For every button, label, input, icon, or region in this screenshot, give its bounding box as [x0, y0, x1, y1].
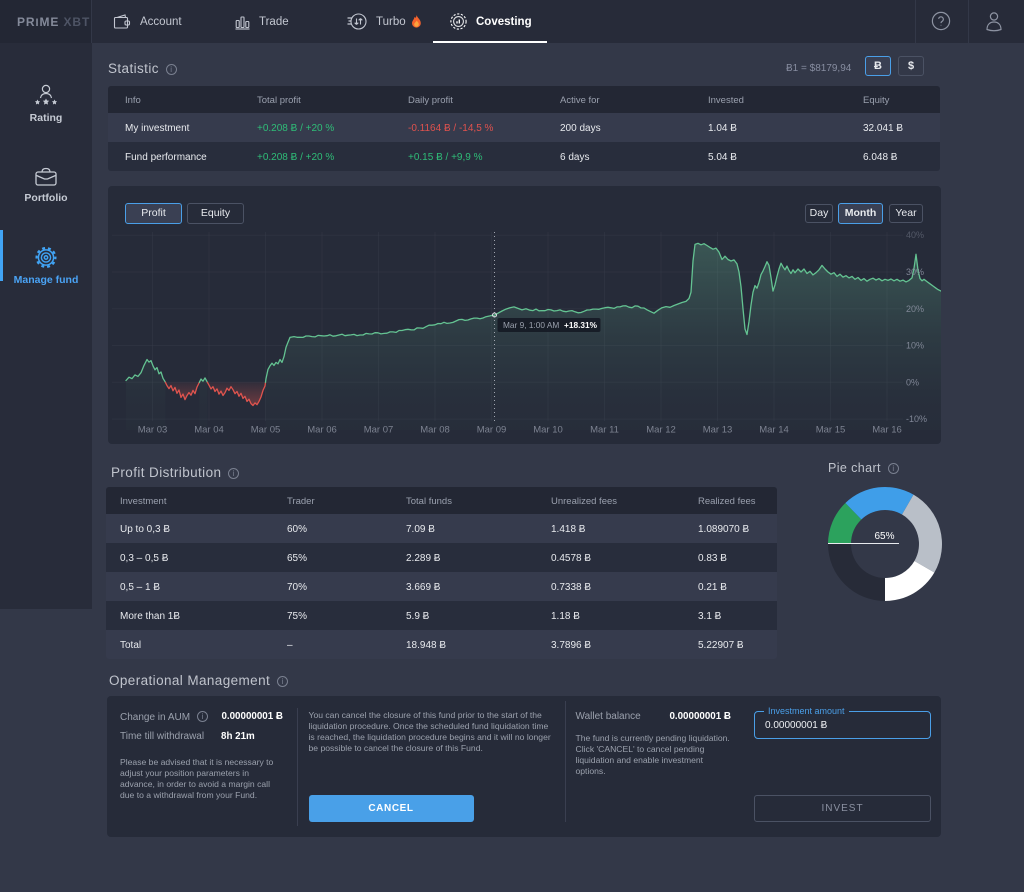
svg-text:Mar 05: Mar 05: [251, 425, 281, 436]
svg-text:Mar 9, 1:00 AM: Mar 9, 1:00 AM: [503, 320, 559, 330]
svg-text:Mar 09: Mar 09: [477, 425, 507, 436]
svg-text:Mar 11: Mar 11: [590, 425, 619, 436]
svg-text:Mar 15: Mar 15: [816, 425, 846, 436]
svg-text:Mar 08: Mar 08: [420, 425, 450, 436]
svg-text:-10%: -10%: [906, 414, 927, 424]
svg-text:Mar 04: Mar 04: [194, 425, 224, 436]
svg-text:Mar 16: Mar 16: [872, 425, 902, 436]
svg-text:Mar 14: Mar 14: [759, 425, 789, 436]
svg-text:Mar 10: Mar 10: [533, 425, 563, 436]
svg-text:0%: 0%: [906, 377, 919, 387]
svg-text:10%: 10%: [906, 341, 924, 351]
svg-text:20%: 20%: [906, 304, 924, 314]
svg-text:Mar 13: Mar 13: [703, 425, 733, 436]
svg-text:Mar 07: Mar 07: [364, 425, 394, 436]
svg-text:30%: 30%: [906, 267, 924, 277]
svg-text:Mar 06: Mar 06: [307, 425, 337, 436]
svg-text:+18.31%: +18.31%: [564, 320, 598, 330]
svg-text:40%: 40%: [906, 230, 924, 240]
svg-text:Mar 12: Mar 12: [646, 425, 676, 436]
svg-text:Mar 03: Mar 03: [138, 425, 168, 436]
